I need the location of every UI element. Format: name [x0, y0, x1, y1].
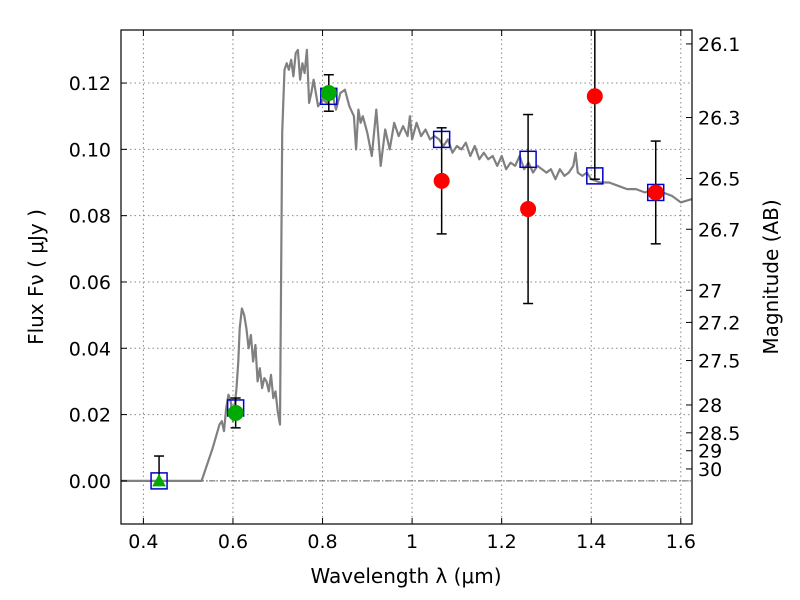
x-tick-label: 1 [406, 531, 418, 553]
axis-ticks: 0.4 0.6 0.8 1 1.2 1.4 1.6 0.00 0.02 0.04 0.06 0.08 0… [69, 30, 740, 553]
y-tick-label: 0.06 [69, 272, 111, 294]
x-tick-label: 0.8 [307, 531, 337, 553]
mag-tick-label: 27.5 [698, 351, 740, 373]
mag-tick-label: 28 [698, 395, 722, 417]
mag-tick-label: 28.5 [698, 423, 740, 445]
flux-point-circle [520, 201, 537, 218]
flux-point-circle [647, 184, 664, 201]
plot-frame-rect [120, 29, 693, 525]
mag-tick-label: 26.3 [698, 108, 740, 130]
x-tick-label: 0.6 [218, 531, 248, 553]
grid-lines [121, 30, 692, 524]
x-tick-label: 1.6 [666, 531, 696, 553]
mag-tick-label: 27 [698, 280, 722, 302]
x-tick-label: 1.4 [576, 531, 606, 553]
sed-curve-line [121, 48, 693, 482]
right-axis-label: Magnitude (AB) [759, 199, 783, 354]
plot-frame [120, 29, 693, 525]
flux-point-circle [320, 84, 337, 101]
mag-tick-label: 26.1 [698, 34, 740, 56]
mag-tick-label: 29 [698, 441, 722, 463]
flux-point-circle [227, 404, 244, 421]
flux-point-circle [586, 88, 603, 105]
y-tick-label: 0.08 [69, 206, 111, 228]
y-axis-label: Flux Fν ( μJy ) [24, 209, 48, 345]
x-tick-label: 0.4 [128, 531, 158, 553]
x-tick-label: 1.2 [487, 531, 517, 553]
mag-tick-label: 30 [698, 459, 722, 481]
photometry-markers [150, 30, 665, 490]
y-tick-label: 0.00 [69, 471, 111, 493]
mag-tick-label: 26.7 [698, 219, 740, 241]
y-tick-label: 0.02 [69, 405, 111, 427]
mag-tick-label: 26.5 [698, 169, 740, 191]
mag-tick-label: 27.2 [698, 312, 740, 334]
x-axis-label: Wavelength λ (μm) [310, 564, 501, 588]
y-tick-label: 0.12 [69, 73, 111, 95]
model-sed-curve [121, 48, 693, 482]
upper-limit-triangle [152, 473, 166, 487]
y-tick-label: 0.04 [69, 338, 111, 360]
flux-point-circle [433, 172, 450, 189]
y-tick-label: 0.10 [69, 139, 111, 161]
